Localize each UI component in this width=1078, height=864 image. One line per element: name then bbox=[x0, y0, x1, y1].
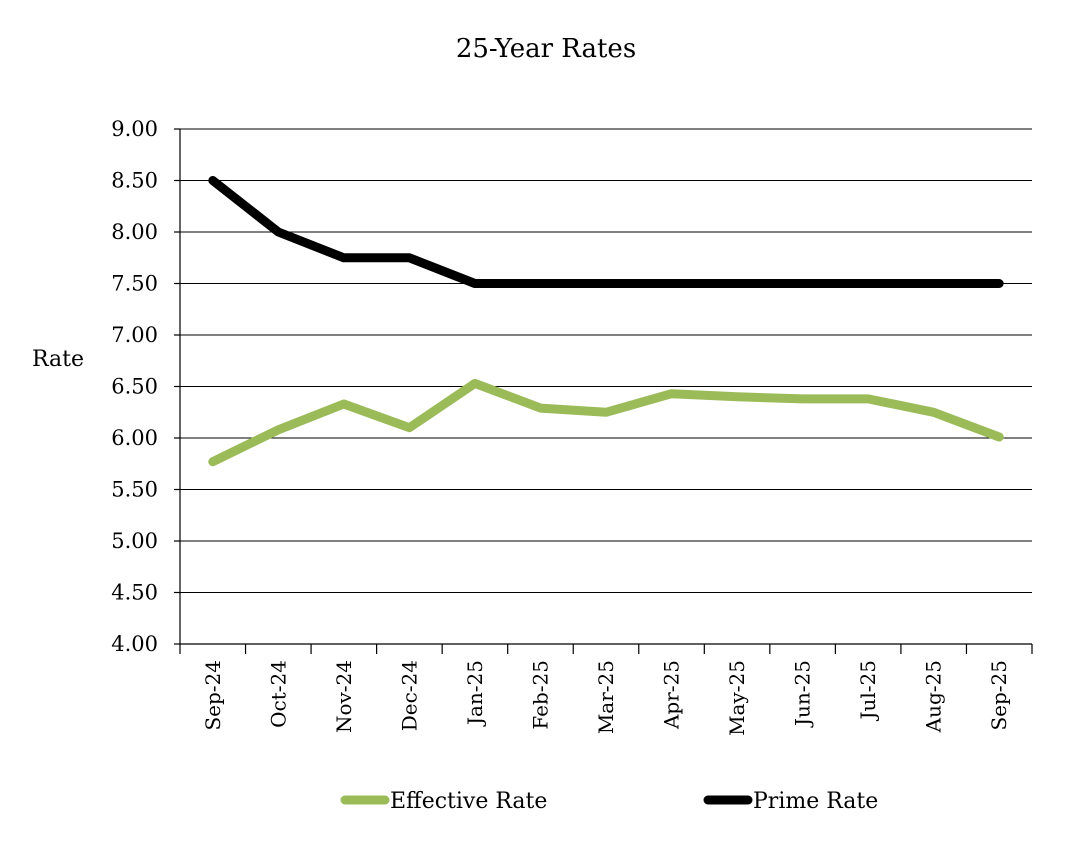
x-tick-label: Jun-25 bbox=[791, 660, 815, 728]
x-tick-label: Oct-24 bbox=[266, 660, 290, 728]
series-line-effective-rate bbox=[208, 378, 1004, 467]
y-tick-label: 9.00 bbox=[111, 117, 158, 141]
chart-title: 25-Year Rates bbox=[456, 34, 636, 64]
y-axis-ticks: 4.00 4.50 5.00 5.50 6.00 6.50 7.00 7.50 8.00 8.50… bbox=[111, 117, 180, 656]
series-lines bbox=[208, 176, 1004, 467]
y-tick-label: 8.00 bbox=[111, 220, 158, 244]
x-tick-label: Jan-25 bbox=[463, 660, 487, 727]
y-tick-label: 5.00 bbox=[111, 529, 158, 553]
y-tick-label: 5.50 bbox=[111, 478, 158, 502]
y-tick-label: 6.00 bbox=[111, 426, 158, 450]
x-tick-label: Jul-25 bbox=[856, 660, 880, 722]
y-tick-label: 4.50 bbox=[111, 581, 158, 605]
gridlines bbox=[180, 128, 1032, 593]
y-tick-label: 4.00 bbox=[111, 632, 158, 656]
y-tick-label: 6.50 bbox=[111, 375, 158, 399]
legend-label-prime-rate: Prime Rate bbox=[753, 789, 878, 814]
x-tick-label: Aug-25 bbox=[922, 660, 946, 733]
axes bbox=[179, 129, 1032, 645]
x-tick-label: Apr-25 bbox=[660, 660, 684, 730]
x-tick-label: Sep-24 bbox=[201, 660, 225, 731]
x-tick-label: May-25 bbox=[725, 660, 749, 736]
x-tick-label: Mar-25 bbox=[594, 660, 618, 734]
x-tick-label: Nov-24 bbox=[332, 660, 356, 733]
x-tick-label: Sep-25 bbox=[987, 660, 1011, 731]
y-tick-label: 8.50 bbox=[111, 169, 158, 193]
y-tick-label: 7.50 bbox=[111, 272, 158, 296]
y-tick-label: 7.00 bbox=[111, 323, 158, 347]
x-axis-ticks: Sep-24 Oct-24 Nov-24 Dec-24 Jan-25 Feb-25 Mar-… bbox=[179, 644, 1033, 736]
legend-label-effective-rate: Effective Rate bbox=[390, 789, 547, 814]
series-line-prime-rate bbox=[208, 176, 1004, 288]
legend: Effective Rate Prime Rate bbox=[340, 789, 878, 814]
y-axis-label: Rate bbox=[32, 347, 84, 372]
x-tick-label: Feb-25 bbox=[528, 660, 552, 730]
x-tick-label: Dec-24 bbox=[397, 660, 421, 731]
